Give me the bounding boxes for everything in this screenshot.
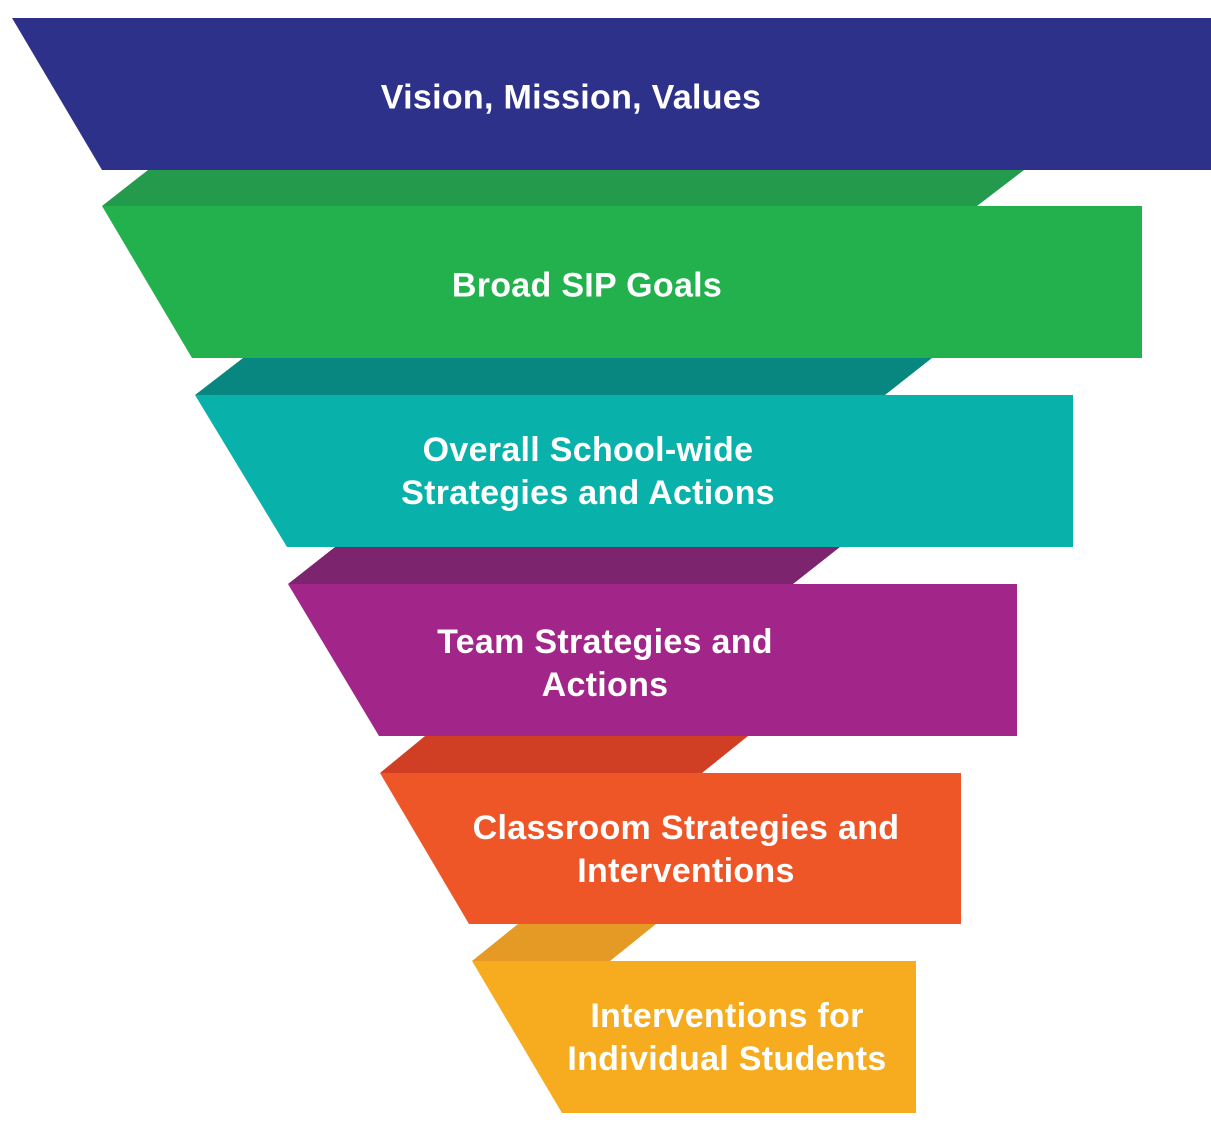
level-0-line-1: Vision, Mission, Values bbox=[380, 78, 762, 117]
level-3-fold bbox=[288, 547, 840, 584]
level-4-line-1: Classroom Strategies and bbox=[472, 809, 900, 847]
level-1-band bbox=[102, 206, 1142, 358]
level-5-line-1: Interventions for bbox=[590, 997, 864, 1035]
level-4-label: Classroom Strategies and Interventions bbox=[473, 807, 900, 893]
level-2-line-2: Strategies and Actions bbox=[401, 474, 775, 512]
level-5-band bbox=[472, 961, 916, 1113]
level-1-fold bbox=[102, 170, 1024, 206]
level-4-line-2: Interventions bbox=[577, 852, 795, 890]
level-2-line-1: Overall School-wide bbox=[422, 431, 754, 469]
level-3-line-2: Actions bbox=[541, 666, 669, 704]
level-2-band bbox=[195, 395, 1073, 547]
level-4-band bbox=[380, 773, 961, 924]
level-5-line-2: Individual Students bbox=[567, 1040, 887, 1078]
level-4-fold bbox=[380, 736, 748, 773]
level-1-label: Broad SIP Goals bbox=[452, 265, 722, 308]
level-3-label: Team Strategies and Actions bbox=[437, 621, 773, 707]
level-5-label: Interventions for Individual Students bbox=[567, 995, 886, 1081]
level-0-band bbox=[12, 18, 1211, 170]
level-5-fold bbox=[472, 924, 656, 961]
level-1-line-1: Broad SIP Goals bbox=[451, 266, 723, 305]
level-3-line-1: Team Strategies and bbox=[437, 623, 773, 661]
level-0-label: Vision, Mission, Values bbox=[381, 77, 761, 120]
level-3-band bbox=[288, 584, 1017, 736]
level-2-fold bbox=[195, 358, 932, 395]
level-2-label: Overall School-wide Strategies and Actio… bbox=[401, 429, 775, 515]
